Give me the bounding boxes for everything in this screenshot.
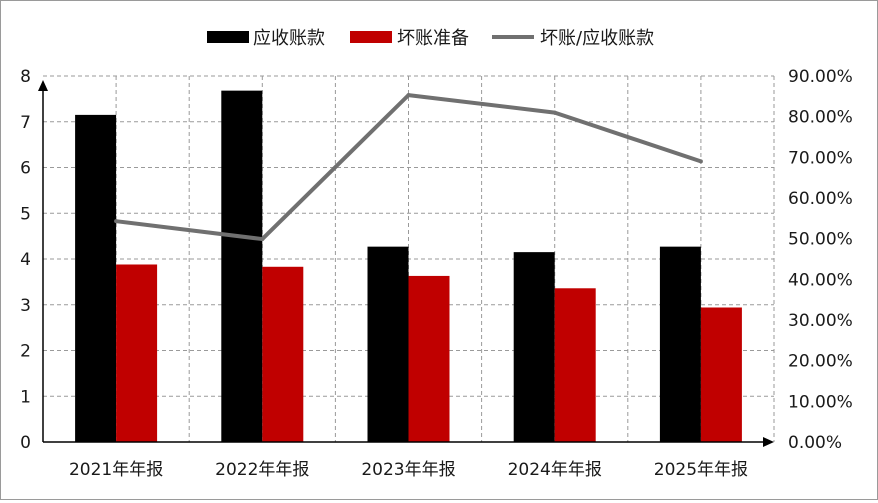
axes (38, 80, 774, 447)
y-left-tick-label: 0 (20, 433, 31, 453)
ratio-point (698, 159, 703, 164)
y-right-tick-label: 50.00% (788, 230, 853, 250)
y-left-tick-label: 8 (20, 67, 31, 87)
bad-debt-bar (700, 307, 742, 442)
ratio-point (406, 93, 411, 98)
legend-label: 坏账/应收账款 (540, 28, 654, 49)
y-left-tick-label: 3 (20, 296, 31, 316)
y-right-tick-label: 10.00% (788, 392, 853, 412)
y-right-tick-label: 80.00% (788, 108, 853, 128)
y-right-tick-label: 30.00% (788, 311, 853, 331)
x-category-label: 2025年年报 (654, 460, 748, 480)
receivables-bar (75, 114, 117, 442)
legend-label: 应收账款 (253, 28, 325, 49)
tick-labels: 0123456780.00%10.00%20.00%30.00%40.00%50… (20, 67, 853, 480)
y-left-tick-label: 7 (20, 113, 31, 133)
ratio-point (114, 219, 119, 224)
x-axis-arrow (763, 437, 774, 447)
y-left-tick-label: 1 (20, 387, 31, 407)
receivables-bar (221, 90, 263, 442)
y-axis-arrow (38, 80, 48, 91)
y-left-tick-label: 5 (20, 204, 31, 224)
ratio-point (260, 237, 265, 242)
x-category-label: 2021年年报 (69, 460, 163, 480)
y-right-tick-label: 90.00% (788, 67, 853, 87)
y-right-tick-label: 70.00% (788, 148, 853, 168)
y-left-tick-label: 4 (20, 250, 31, 270)
y-right-tick-label: 40.00% (788, 270, 853, 290)
x-category-label: 2022年年报 (215, 460, 309, 480)
x-category-label: 2024年年报 (508, 460, 602, 480)
y-left-tick-label: 6 (20, 159, 31, 179)
bad-debt-bar (554, 288, 596, 442)
legend: 应收账款 坏账准备 坏账/应收账款 (207, 28, 654, 49)
bad-debt-bar (408, 275, 450, 442)
bad-debt-bar (262, 266, 304, 442)
legend-swatch (207, 31, 249, 43)
receivables-bar (367, 246, 409, 442)
receivables-bar (659, 246, 701, 442)
receivables-bar (513, 252, 555, 442)
y-right-tick-label: 20.00% (788, 352, 853, 372)
bars (75, 90, 742, 442)
y-left-tick-label: 2 (20, 342, 31, 362)
ratio-line (114, 93, 703, 242)
y-right-tick-label: 0.00% (788, 433, 842, 453)
y-right-tick-label: 60.00% (788, 189, 853, 209)
legend-swatch (350, 31, 392, 43)
ratio-point (552, 110, 557, 115)
bad-debt-bar (116, 264, 158, 442)
legend-label: 坏账准备 (397, 28, 469, 49)
x-category-label: 2023年年报 (361, 460, 455, 480)
